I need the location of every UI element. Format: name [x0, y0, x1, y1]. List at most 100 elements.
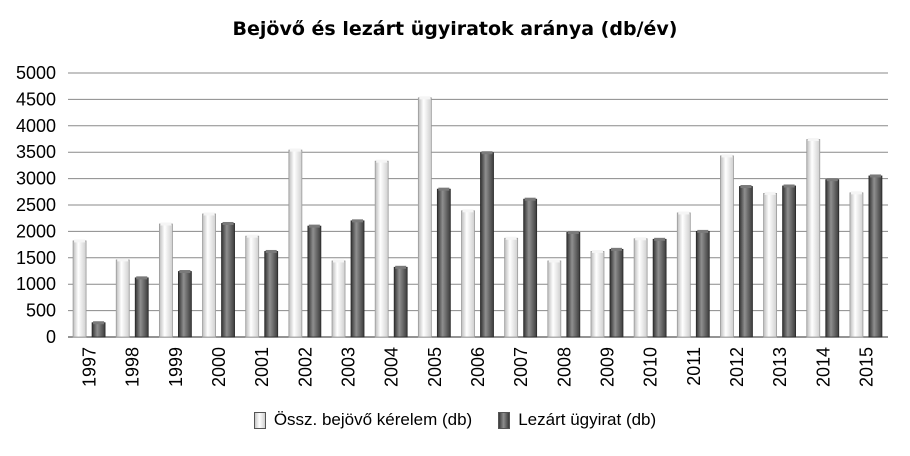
y-tick-label: 4500	[16, 89, 56, 109]
y-axis-ticks: 0 500 1000 1500 2000 2500 3000 3500 4000 4500 5000	[16, 63, 56, 347]
bar-incoming-1999	[158, 223, 173, 338]
bar-incoming-2014	[806, 139, 821, 338]
bar-closed-1999	[177, 271, 192, 338]
bar-closed-1998	[134, 277, 149, 338]
bar-closed-cap	[265, 249, 277, 253]
legend-swatch-closed	[498, 411, 511, 429]
bar-closed-2003	[350, 220, 365, 338]
bar-incoming-2013	[763, 192, 778, 338]
bar-closed-cap	[826, 178, 838, 182]
bar-closed-2008	[566, 232, 581, 338]
bar-closed-cap	[481, 151, 493, 155]
bar-closed-2007	[523, 198, 538, 338]
x-tick-label: 2004	[382, 347, 402, 387]
bar-incoming-cap	[203, 212, 215, 216]
bar-closed-2011	[695, 230, 710, 338]
x-tick-label: 2000	[209, 347, 229, 387]
bar-closed-1997	[91, 322, 106, 338]
y-tick-label: 4000	[16, 116, 56, 136]
bar-incoming-cap	[160, 222, 172, 226]
bar-closed-cap	[308, 224, 320, 228]
bar-incoming-cap	[505, 236, 517, 240]
bar-incoming-cap	[289, 148, 301, 152]
y-tick-label: 0	[46, 327, 56, 347]
bar-incoming-2001	[245, 235, 260, 338]
y-tick-label: 5000	[16, 63, 56, 83]
bar-closed-cap	[654, 237, 666, 241]
bar-closed-2005	[436, 188, 451, 338]
bar-incoming-cap	[678, 211, 690, 215]
bar-incoming-2010	[633, 238, 648, 338]
legend-swatch-incoming	[253, 411, 266, 429]
bar-incoming-cap	[807, 138, 819, 142]
x-tick-label: 1997	[80, 347, 100, 387]
bar-closed-cap	[567, 230, 579, 234]
bar-incoming-2000	[202, 213, 216, 338]
legend: Össz. bejövő kérelem (db) Lezárt ügyirat…	[0, 410, 910, 430]
bar-incoming-cap	[117, 258, 129, 262]
bar-closed-2012	[739, 186, 753, 338]
bars	[72, 96, 883, 338]
bar-incoming-cap	[850, 191, 862, 195]
bar-closed-cap	[93, 321, 105, 325]
bar-incoming-2015	[849, 192, 864, 338]
y-tick-label: 1000	[16, 274, 56, 294]
bar-incoming-cap	[462, 209, 474, 213]
x-tick-label: 2003	[339, 347, 359, 387]
bar-incoming-2008	[547, 260, 562, 338]
bar-incoming-cap	[333, 259, 345, 263]
bar-closed-2004	[393, 266, 408, 338]
bar-incoming-cap	[635, 237, 647, 241]
bar-incoming-cap	[721, 154, 733, 158]
bar-incoming-2007	[504, 237, 519, 338]
bar-incoming-cap	[74, 239, 86, 243]
legend-item-closed: Lezárt ügyirat (db)	[498, 410, 656, 430]
x-tick-label: 2010	[641, 347, 661, 387]
y-tick-label: 2000	[16, 221, 56, 241]
x-tick-label: 2008	[554, 347, 574, 387]
x-tick-label: 2007	[511, 347, 531, 387]
bar-closed-cap	[395, 265, 407, 269]
bar-closed-cap	[352, 219, 364, 223]
y-tick-label: 2500	[16, 195, 56, 215]
legend-label-incoming: Össz. bejövő kérelem (db)	[273, 410, 473, 429]
bar-incoming-2003	[331, 260, 346, 338]
x-tick-label: 2006	[468, 347, 488, 387]
chart-title: Bejövő és lezárt ügyiratok aránya (db/év…	[232, 18, 678, 40]
bar-closed-cap	[438, 187, 450, 191]
bar-incoming-2005	[417, 97, 432, 338]
x-tick-label: 1999	[166, 347, 186, 387]
bar-closed-2009	[609, 248, 624, 338]
bar-closed-2013	[782, 185, 797, 338]
x-tick-label: 2001	[252, 347, 272, 387]
bar-closed-2015	[868, 175, 883, 338]
bar-incoming-2002	[288, 149, 303, 338]
bar-closed-cap	[222, 221, 234, 225]
x-tick-label: 2002	[295, 347, 315, 387]
bar-closed-cap	[740, 185, 752, 189]
bar-closed-cap	[697, 229, 709, 233]
x-tick-label: 2013	[770, 347, 790, 387]
bar-incoming-1997	[72, 240, 87, 338]
x-tick-label: 1998	[123, 347, 143, 387]
bar-closed-2006	[480, 152, 494, 338]
legend-item-incoming: Össz. bejövő kérelem (db)	[253, 410, 473, 430]
bar-incoming-2009	[590, 251, 605, 338]
x-tick-label: 2014	[813, 347, 833, 387]
bar-incoming-cap	[246, 234, 258, 238]
bar-closed-2014	[825, 179, 840, 338]
bar-incoming-cap	[376, 159, 388, 163]
x-tick-label: 2005	[425, 347, 445, 387]
bar-closed-cap	[869, 174, 881, 178]
bar-incoming-1998	[115, 259, 130, 338]
y-tick-label: 3000	[16, 169, 56, 189]
bar-incoming-cap	[419, 96, 431, 100]
y-tick-label: 1500	[16, 248, 56, 268]
bar-closed-cap	[136, 276, 148, 280]
x-tick-label: 2012	[727, 347, 747, 387]
bar-incoming-2012	[720, 155, 734, 338]
bar-closed-cap	[179, 270, 191, 274]
bar-closed-cap	[610, 247, 622, 251]
bar-incoming-cap	[764, 191, 776, 195]
